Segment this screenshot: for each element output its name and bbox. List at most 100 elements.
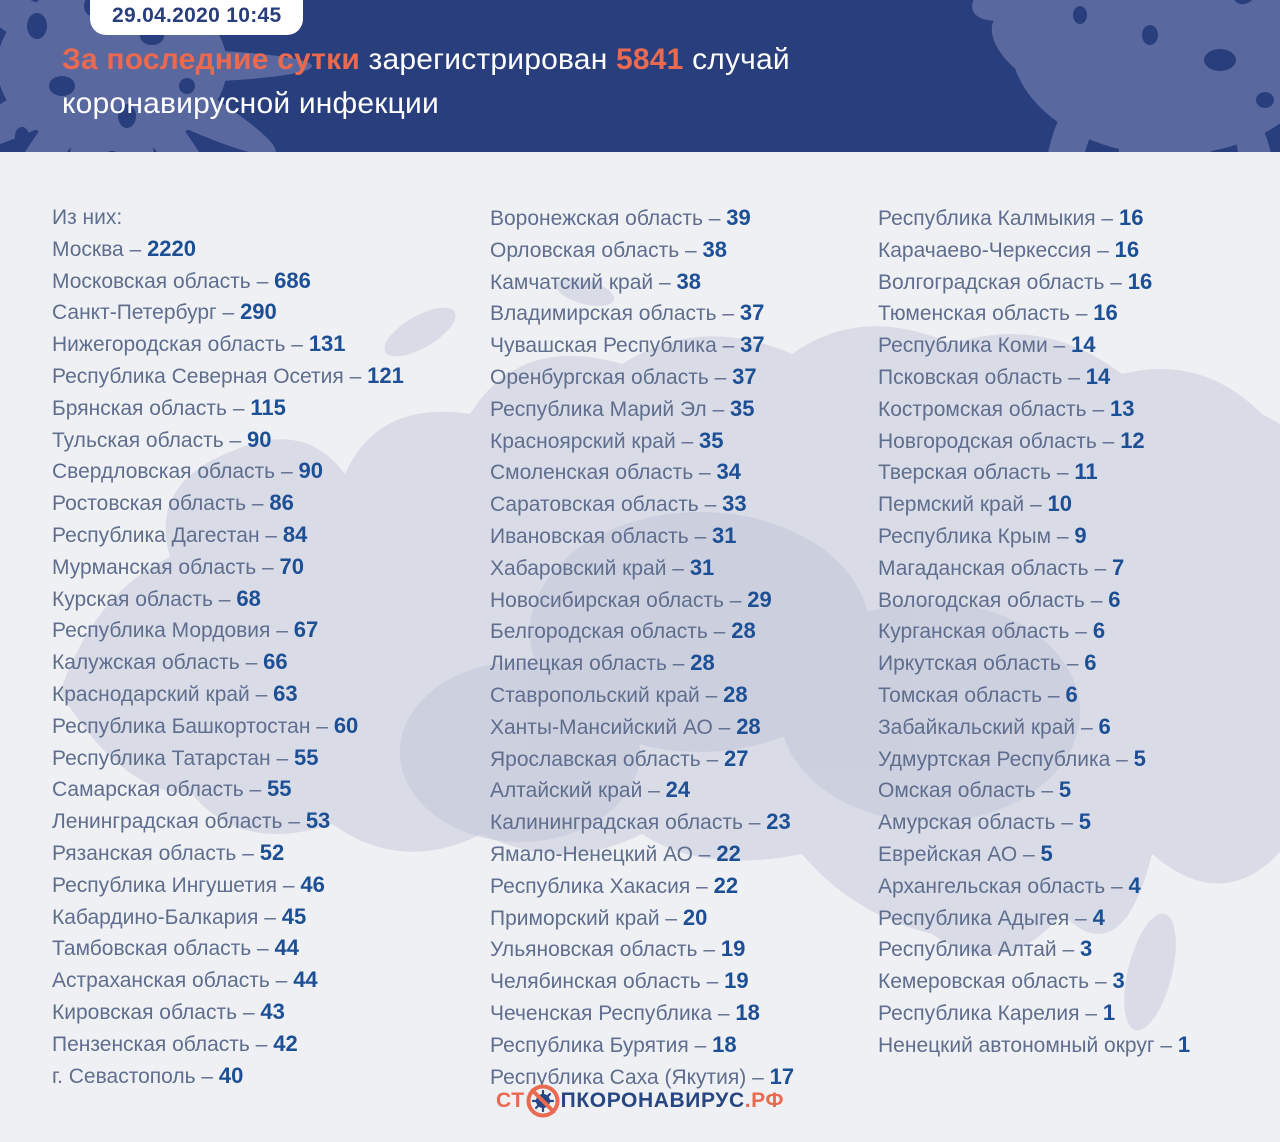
region-row: Белгородская область – 28 [490, 616, 794, 648]
region-name: Ямало-Ненецкий АО [490, 842, 693, 866]
dash-separator: – [123, 237, 148, 261]
dash-separator: – [659, 906, 683, 930]
region-row: Чувашская Республика – 37 [490, 330, 794, 362]
dash-separator: – [699, 683, 724, 707]
dash-separator: – [1069, 906, 1093, 930]
region-row: Кабардино-Балкария – 45 [52, 902, 404, 934]
region-name: Из них: [52, 206, 123, 229]
region-value: 44 [293, 967, 318, 993]
region-row: Карачаево-Черкессия – 16 [878, 235, 1190, 267]
dash-separator: – [1089, 970, 1113, 994]
dash-separator: – [256, 555, 280, 579]
title-text: случай [683, 43, 790, 76]
dash-separator: – [251, 937, 275, 961]
region-row: Кировская область – 43 [52, 997, 404, 1029]
region-row: Алтайский край – 24 [490, 775, 794, 807]
region-value: 55 [293, 744, 319, 770]
dash-separator: – [1095, 207, 1119, 230]
region-row: Тульская область – 90 [52, 425, 404, 457]
region-row: Челябинская область – 19 [490, 966, 794, 998]
region-name: Республика Адыгея [878, 906, 1070, 930]
region-value: 6 [1108, 586, 1121, 612]
dash-separator: – [343, 364, 368, 388]
region-name: Республика Алтай [878, 938, 1057, 962]
region-row: Саратовская область – 33 [490, 489, 794, 521]
region-row: Республика Мордовия – 67 [52, 615, 404, 647]
dash-separator: – [269, 969, 294, 993]
region-row: Республика Коми – 14 [878, 330, 1190, 362]
region-value: 84 [282, 521, 308, 547]
region-value: 5 [1133, 745, 1146, 771]
region-row: Волгоградская область – 16 [878, 267, 1190, 299]
region-value: 20 [682, 904, 708, 930]
region-name: Ханты-Мансийский АО [490, 715, 713, 739]
region-row: Ивановская область – 31 [490, 521, 794, 553]
region-row: Республика Калмыкия – 16 [878, 203, 1190, 235]
region-row: Приморский край – 20 [490, 903, 794, 935]
region-row: Республика Ингушетия – 46 [52, 870, 404, 902]
region-row: Республика Карелия – 1 [878, 998, 1190, 1030]
region-name: Кемеровская область [878, 970, 1090, 994]
region-value: 55 [267, 776, 292, 802]
region-row: Курганская область – 6 [878, 616, 1190, 648]
region-row: Брянская область – 115 [52, 393, 404, 425]
region-value: 115 [250, 394, 286, 420]
region-row: Республика Адыгея – 4 [878, 903, 1190, 935]
header-banner: 29.04.2020 10:45 За последние сутки заре… [0, 0, 1280, 152]
dash-separator: – [249, 1032, 274, 1056]
region-value: 1 [1102, 999, 1116, 1025]
region-name: Карачаево-Черкессия [878, 238, 1092, 262]
region-name: Республика Саха (Якутия) [490, 1065, 747, 1089]
region-value: 38 [676, 268, 701, 294]
region-value: 42 [273, 1030, 298, 1056]
dash-separator: – [666, 652, 691, 676]
region-name: Владимирская область [490, 302, 717, 326]
region-value: 14 [1085, 363, 1111, 389]
dash-separator: – [707, 620, 732, 644]
title-line-1: За последние сутки зарегистрирован 5841 … [62, 38, 790, 82]
dash-separator: – [1154, 1033, 1178, 1057]
logo-middle: ПКОРОНАВИРУС [560, 1089, 745, 1112]
region-value: 29 [747, 586, 772, 612]
region-value: 686 [274, 267, 311, 293]
region-name: Приморский край [490, 906, 660, 930]
region-row: Тамбовская область – 44 [52, 933, 404, 965]
dash-separator: – [666, 556, 690, 580]
region-row: Республика Саха (Якутия) – 17 [490, 1062, 794, 1094]
region-row: Ярославская область – 27 [490, 744, 794, 776]
region-row: Ханты-Мансийский АО – 28 [490, 712, 794, 744]
region-value: 44 [274, 935, 300, 961]
region-row: Курская область – 68 [52, 584, 404, 616]
dash-separator: – [1110, 747, 1134, 771]
dash-separator: – [1105, 874, 1129, 898]
dash-separator: – [246, 492, 270, 516]
dash-separator: – [688, 524, 713, 548]
region-name: Красноярский край [490, 429, 676, 453]
region-value: 67 [293, 617, 319, 643]
region-row: Республика Северная Осетия – 121 [52, 361, 404, 393]
region-row: Смоленская область – 34 [490, 457, 794, 489]
dash-separator: – [1091, 238, 1115, 262]
dash-separator: – [723, 588, 748, 612]
region-name: Республика Ингушетия [52, 873, 278, 897]
dash-separator: – [1060, 652, 1085, 676]
dash-separator: – [1086, 397, 1110, 421]
region-value: 290 [240, 299, 277, 325]
region-row: Ямало-Ненецкий АО – 22 [490, 839, 794, 871]
region-row: Астраханская область – 44 [52, 965, 404, 997]
title-accent: За последние сутки [62, 43, 361, 76]
region-value: 10 [1047, 491, 1072, 517]
region-row: Калининградская область – 23 [490, 807, 794, 839]
dash-separator: – [1104, 270, 1128, 294]
region-name: Республика Калмыкия [878, 207, 1096, 230]
region-name: Орловская область [490, 238, 680, 262]
region-row: Омская область – 5 [878, 775, 1190, 807]
dash-separator: – [243, 778, 268, 802]
region-name: Смоленская область [490, 461, 694, 485]
dash-separator: – [1096, 429, 1121, 453]
region-name: Нижегородская область [52, 333, 286, 357]
dash-separator: – [716, 334, 741, 358]
region-name: Республика Карелия [878, 1001, 1080, 1025]
region-row: Тверская область – 11 [878, 457, 1190, 489]
dash-separator: – [1075, 715, 1099, 739]
